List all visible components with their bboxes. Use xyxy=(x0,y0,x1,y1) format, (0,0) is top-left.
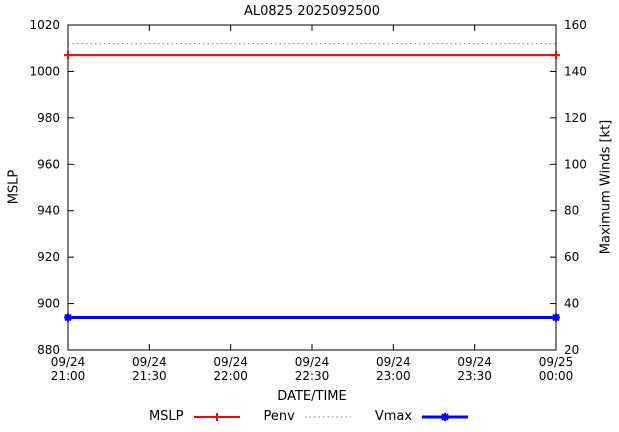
legend-sample-mslp xyxy=(193,412,240,421)
y-right-tick-label: 100 xyxy=(564,157,587,171)
legend-sample-vmax xyxy=(422,412,469,421)
marker-plus-mslp xyxy=(64,51,72,60)
legend-sample-marker xyxy=(212,412,221,421)
y-right-tick-label: 80 xyxy=(564,204,579,218)
x-tick-label-date: 09/24 xyxy=(51,355,86,369)
x-tick-label-time: 21:00 xyxy=(51,369,86,383)
legend-item-penv: Penv xyxy=(264,409,353,424)
x-tick-label-time: 22:00 xyxy=(213,369,248,383)
legend-sample-marker xyxy=(441,412,450,421)
y-right-tick-label: 20 xyxy=(564,343,579,357)
x-tick-label-time: 21:30 xyxy=(132,369,167,383)
y-left-tick-label: 920 xyxy=(37,250,60,264)
legend-label-mslp: MSLP xyxy=(148,409,184,424)
y-right-tick-label: 160 xyxy=(564,18,587,32)
y-left-tick-label: 880 xyxy=(37,343,60,357)
plot-border xyxy=(67,24,557,351)
x-tick-label-date: 09/24 xyxy=(295,355,330,369)
x-tick-label-time: 00:00 xyxy=(539,369,574,383)
x-tick-label-date: 09/24 xyxy=(376,355,411,369)
legend-item-mslp: MSLP xyxy=(149,409,242,424)
x-tick-label-time: 22:30 xyxy=(295,369,330,383)
y-right-tick-label: 60 xyxy=(564,250,579,264)
x-tick-label-time: 23:30 xyxy=(457,369,492,383)
legend-item-vmax: Vmax xyxy=(375,409,470,424)
chart-title: AL0825 2025092500 xyxy=(243,4,381,19)
x-tick-label-time: 23:00 xyxy=(376,369,411,383)
legend-sample-penv xyxy=(304,416,351,417)
legend-label-vmax: Vmax xyxy=(374,409,413,424)
y-right-tick-label: 120 xyxy=(564,111,587,125)
legend-label-penv: Penv xyxy=(263,409,295,424)
chart-legend: MSLP Penv Vmax xyxy=(0,409,619,424)
x-tick-label-date: 09/24 xyxy=(213,355,248,369)
marker-asterisk-vmax xyxy=(64,313,72,322)
y-left-tick-label: 900 xyxy=(37,297,60,311)
y-left-tick-label: 1020 xyxy=(29,18,60,32)
y-right-tick-label: 140 xyxy=(564,64,587,78)
y-left-tick-label: 960 xyxy=(37,157,60,171)
x-tick-label-date: 09/24 xyxy=(132,355,167,369)
marker-plus-mslp xyxy=(552,51,560,60)
x-axis-label: DATE/TIME xyxy=(277,389,347,404)
x-tick-label-date: 09/24 xyxy=(457,355,492,369)
x-tick-label-date: 09/25 xyxy=(539,355,574,369)
y-left-tick-label: 940 xyxy=(37,204,60,218)
y-left-tick-label: 1000 xyxy=(29,64,60,78)
y-right-tick-label: 40 xyxy=(564,297,579,311)
y-left-tick-label: 980 xyxy=(37,111,60,125)
marker-asterisk-vmax xyxy=(552,313,560,322)
